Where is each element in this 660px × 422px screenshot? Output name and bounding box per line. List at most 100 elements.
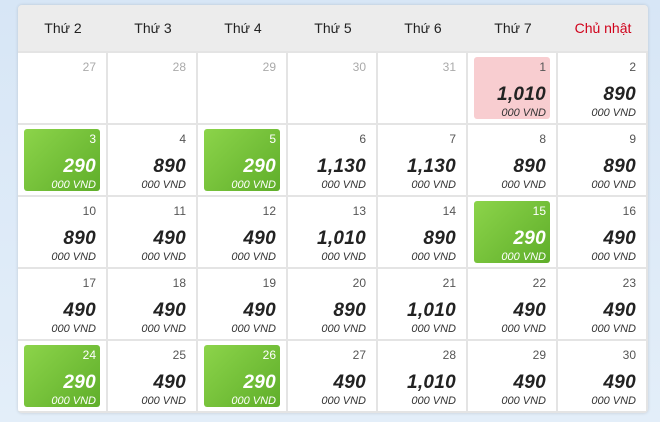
day-number: 4 [179,132,186,146]
day-cell-content: 6 1,130 000 VND [294,129,370,191]
day-cell-content: 27 [24,57,100,119]
fare-price: 490 [333,372,366,393]
day-number: 2 [629,60,636,74]
day-cell[interactable]: 17 490 000 VND [18,269,106,339]
day-number: 20 [352,276,366,290]
day-cell[interactable]: 6 1,130 000 VND [288,125,376,195]
fare-currency: 000 VND [321,179,366,191]
day-cell[interactable]: 8 890 000 VND [468,125,556,195]
day-cell[interactable]: 15 290 000 VND [468,197,556,267]
day-cell: 27 [18,53,106,123]
day-cell-content: 28 [114,57,190,119]
day-cell[interactable]: 13 1,010 000 VND [288,197,376,267]
day-cell-content: 1 1,010 000 VND [474,57,550,119]
day-number: 21 [442,276,456,290]
day-cell: 31 [378,53,466,123]
fare-currency: 000 VND [51,395,96,407]
fare-price: 1,130 [406,156,456,177]
fare-currency: 000 VND [321,323,366,335]
day-cell[interactable]: 24 290 000 VND [18,341,106,411]
fare-price: 890 [333,300,366,321]
day-cell[interactable]: 29 490 000 VND [468,341,556,411]
day-cell-content: 18 490 000 VND [114,273,190,335]
day-cell[interactable]: 27 490 000 VND [288,341,376,411]
fare-price: 290 [63,372,96,393]
day-cell[interactable]: 21 1,010 000 VND [378,269,466,339]
day-cell[interactable]: 7 1,130 000 VND [378,125,466,195]
day-cell-content: 29 490 000 VND [474,345,550,407]
day-cell[interactable]: 12 490 000 VND [198,197,286,267]
day-cell-content: 17 490 000 VND [24,273,100,335]
day-cell-content: 12 490 000 VND [204,201,280,263]
day-cell-content: 13 1,010 000 VND [294,201,370,263]
day-number: 30 [352,60,366,74]
day-cell[interactable]: 9 890 000 VND [558,125,646,195]
fare-price: 890 [603,156,636,177]
day-cell[interactable]: 11 490 000 VND [108,197,196,267]
fare-price: 490 [153,372,186,393]
day-number: 13 [352,204,366,218]
day-cell[interactable]: 22 490 000 VND [468,269,556,339]
day-number: 26 [262,348,276,362]
day-cell[interactable]: 1 1,010 000 VND [468,53,556,123]
fare-currency: 000 VND [231,323,276,335]
day-cell[interactable]: 19 490 000 VND [198,269,286,339]
day-cell-content: 21 1,010 000 VND [384,273,460,335]
day-cell-content: 23 490 000 VND [564,273,640,335]
fare-price: 490 [243,228,276,249]
fare-price: 290 [243,372,276,393]
day-cell-content: 29 [204,57,280,119]
weekday-mon: Thứ 2 [44,20,82,36]
day-number: 23 [622,276,636,290]
day-cell[interactable]: 16 490 000 VND [558,197,646,267]
fare-currency: 000 VND [591,179,636,191]
day-number: 17 [82,276,96,290]
day-cell: 29 [198,53,286,123]
fare-currency: 000 VND [231,395,276,407]
fare-price: 1,130 [316,156,366,177]
fare-price: 290 [243,156,276,177]
day-cell-content: 19 490 000 VND [204,273,280,335]
weekday-wed: Thứ 4 [224,20,262,36]
day-number: 30 [622,348,636,362]
day-cell[interactable]: 23 490 000 VND [558,269,646,339]
day-cell-content: 26 290 000 VND [204,345,280,407]
day-number: 9 [629,132,636,146]
day-cell[interactable]: 20 890 000 VND [288,269,376,339]
day-number: 19 [262,276,276,290]
day-cell[interactable]: 5 290 000 VND [198,125,286,195]
day-cell[interactable]: 28 1,010 000 VND [378,341,466,411]
day-cell[interactable]: 14 890 000 VND [378,197,466,267]
day-cell[interactable]: 3 290 000 VND [18,125,106,195]
fare-currency: 000 VND [321,395,366,407]
day-cell[interactable]: 10 890 000 VND [18,197,106,267]
day-cell-content: 30 490 000 VND [564,345,640,407]
day-cell[interactable]: 26 290 000 VND [198,341,286,411]
day-number: 31 [442,60,456,74]
day-cell[interactable]: 2 890 000 VND [558,53,646,123]
fare-price: 890 [603,84,636,105]
day-number: 6 [359,132,366,146]
day-cell-content: 27 490 000 VND [294,345,370,407]
day-number: 8 [539,132,546,146]
fare-currency: 000 VND [591,395,636,407]
fare-price: 490 [63,300,96,321]
day-cell-content: 7 1,130 000 VND [384,129,460,191]
weekday-fri: Thứ 6 [404,20,442,36]
day-cell[interactable]: 30 490 000 VND [558,341,646,411]
fare-currency: 000 VND [141,395,186,407]
fare-currency: 000 VND [231,251,276,263]
day-cell[interactable]: 18 490 000 VND [108,269,196,339]
day-number: 15 [532,204,546,218]
day-cell-content: 16 490 000 VND [564,201,640,263]
day-cell-content: 24 290 000 VND [24,345,100,407]
fare-price: 490 [513,372,546,393]
fare-currency: 000 VND [51,179,96,191]
fare-currency: 000 VND [501,323,546,335]
day-cell[interactable]: 4 890 000 VND [108,125,196,195]
fare-price: 890 [153,156,186,177]
day-cell-content: 15 290 000 VND [474,201,550,263]
fare-price: 490 [603,300,636,321]
day-cell[interactable]: 25 490 000 VND [108,341,196,411]
fare-currency: 000 VND [501,179,546,191]
